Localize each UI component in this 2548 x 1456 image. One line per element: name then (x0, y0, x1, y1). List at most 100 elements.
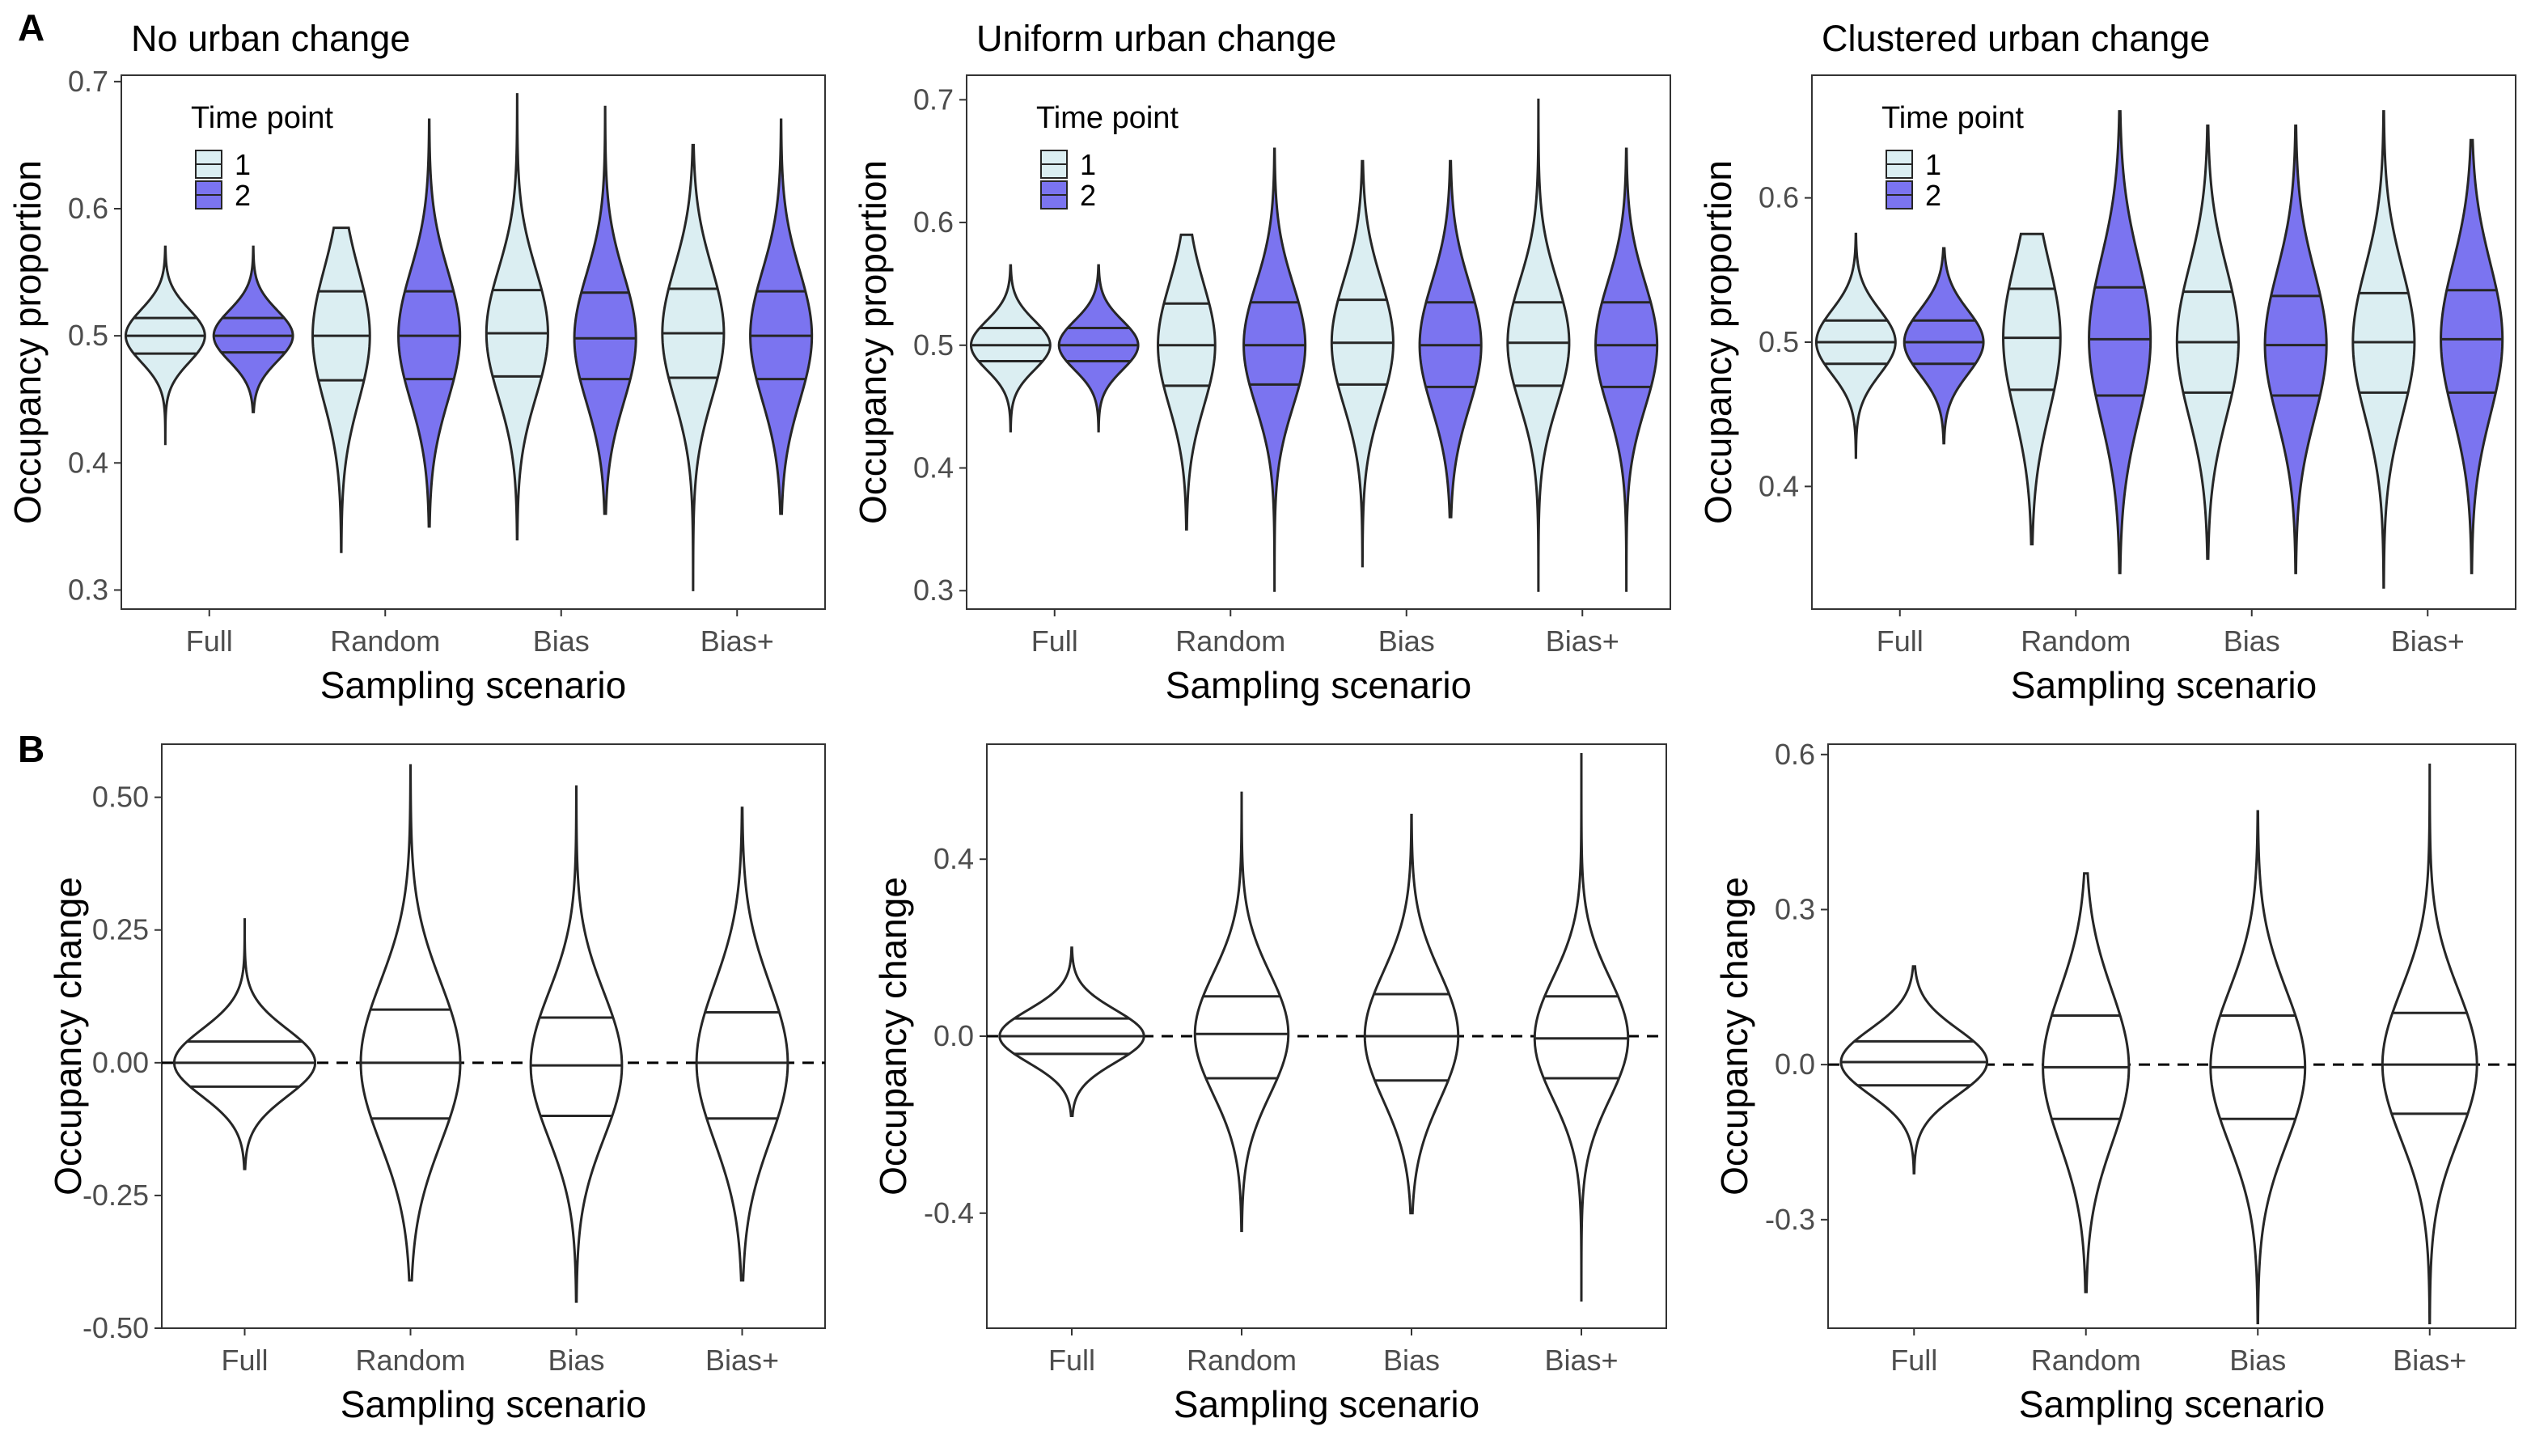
violin-full-time-1 (1814, 232, 1897, 459)
y-axis-title: Occupancy change (1713, 877, 1755, 1196)
x-tick-label: Bias+ (705, 1344, 779, 1377)
plot-border (161, 743, 826, 1329)
violin-full-time-1 (969, 264, 1052, 433)
y-tick-label: 0.6 (1759, 181, 1799, 214)
x-tick-label: Bias+ (2393, 1344, 2466, 1377)
y-axis-title: Occupancy proportion (852, 160, 894, 524)
legend-title: Time point (1881, 101, 2024, 135)
legend: Time point 12 (1036, 101, 1179, 212)
y-tick-label: 0.4 (933, 842, 974, 875)
x-tick-label: Random (355, 1344, 465, 1377)
y-tick-label: 0.5 (913, 328, 954, 362)
y-axis-title: Occupancy proportion (6, 160, 49, 524)
y-tick-label: 0.25 (92, 913, 149, 946)
violin-full-time-2 (212, 245, 294, 413)
x-axis-title: Sampling scenario (2011, 664, 2317, 706)
y-tick-label: 0.50 (92, 781, 149, 814)
violin-random (359, 764, 462, 1282)
x-tick-label: Bias (1383, 1344, 1440, 1377)
x-axis-title: Sampling scenario (320, 664, 626, 706)
x-tick-label: Full (1048, 1344, 1095, 1377)
y-tick-label: 0.4 (68, 446, 108, 479)
x-axis-title: Sampling scenario (1166, 664, 1471, 706)
x-tick-label: Bias (1378, 624, 1435, 658)
violin-random (2042, 872, 2131, 1293)
legend-label: 1 (235, 148, 251, 181)
chart-panel-1: No urban change 0.3 0.4 0.5 0.6 0.7 Full Random… (6, 18, 826, 706)
y-tick-label: -0.4 (924, 1196, 974, 1230)
y-tick-label: -0.50 (83, 1311, 149, 1344)
violin-random-time-1 (1157, 233, 1217, 531)
x-tick-label: Bias (2224, 624, 2280, 658)
legend-title: Time point (1036, 101, 1179, 135)
y-tick-label: 0.00 (92, 1046, 149, 1079)
y-tick-label: 0.5 (68, 319, 108, 352)
violin-random-time-2 (2088, 110, 2152, 574)
x-tick-label: Bias+ (2391, 624, 2465, 658)
x-tick-label: Bias (2229, 1344, 2286, 1377)
legend: Time point 12 (191, 101, 333, 212)
violin-random-time-2 (1242, 147, 1307, 592)
violin-full-time-2 (1903, 247, 1985, 445)
y-axis-title: Occupancy proportion (1697, 160, 1739, 524)
violin-random-time-1 (311, 226, 371, 553)
y-tick-label: 0.3 (1775, 892, 1815, 925)
x-tick-label: Random (2031, 1344, 2141, 1377)
x-tick-label: Bias+ (700, 624, 774, 658)
violin-bias-plus-time-2 (1594, 147, 1659, 592)
legend-title: Time point (191, 101, 333, 135)
violin-bias-plus-time-2 (2440, 138, 2504, 574)
legend-label: 2 (1925, 179, 1941, 212)
plot-border (966, 74, 1671, 610)
violin-random (1193, 791, 1290, 1233)
y-tick-label: -0.25 (83, 1179, 149, 1212)
x-tick-label: Random (330, 624, 440, 658)
x-tick-label: Bias+ (1544, 1344, 1618, 1377)
panel-letter-a: A (18, 6, 44, 49)
violin-bias-time-2 (1418, 159, 1483, 518)
plot-border (1827, 743, 2516, 1329)
y-axis-title: Occupancy change (872, 877, 914, 1196)
x-axis-title: Sampling scenario (1174, 1383, 1479, 1425)
violin-bias-plus-time-1 (2351, 110, 2416, 589)
x-tick-label: Random (2021, 624, 2131, 658)
violin-bias-plus (1533, 752, 1630, 1302)
chart-panels: No urban change 0.3 0.4 0.5 0.6 0.7 Full Random… (6, 18, 2516, 1425)
chart-title: Uniform urban change (976, 18, 1336, 59)
y-tick-label: 0.6 (913, 205, 954, 239)
y-axis-title: Occupancy change (47, 877, 89, 1196)
violin-bias-time-1 (485, 93, 549, 541)
x-tick-label: Full (186, 624, 233, 658)
chart-panel-6: -0.3 0.0 0.3 0.6 Full Random Bias Bias+ Sampling… (1713, 738, 2516, 1425)
y-tick-label: 0.3 (68, 573, 108, 606)
y-tick-label: 0.3 (913, 574, 954, 607)
x-tick-label: Bias (548, 1344, 604, 1377)
y-tick-label: -0.3 (1765, 1203, 1815, 1236)
violin-full (1839, 965, 1989, 1175)
violin-full (998, 946, 1145, 1117)
legend-label: 1 (1925, 148, 1941, 181)
y-tick-label: 0.5 (1759, 325, 1799, 358)
violin-bias-plus-time-1 (661, 143, 726, 591)
x-tick-label: Full (1877, 624, 1924, 658)
legend-label: 2 (1080, 179, 1096, 212)
violin-random-time-2 (397, 118, 462, 528)
y-tick-label: 0.0 (933, 1019, 974, 1052)
chart-panel-2: Uniform urban change 0.3 0.4 0.5 0.6 0.7 Full R… (852, 18, 1671, 706)
y-tick-label: 0.6 (68, 192, 108, 225)
plot-border (121, 74, 826, 610)
violin-bias-time-2 (2263, 124, 2328, 574)
x-axis-title: Sampling scenario (2019, 1383, 2325, 1425)
chart-title: Clustered urban change (1822, 18, 2210, 59)
chart-title: No urban change (131, 18, 410, 59)
violin-bias-plus (695, 806, 789, 1282)
chart-panel-4: -0.50 -0.25 0.00 0.25 0.50 Full Random Bias Bias… (47, 743, 826, 1425)
y-tick-label: 0.4 (913, 451, 954, 485)
violin-bias (1363, 814, 1460, 1215)
x-axis-title: Sampling scenario (341, 1383, 646, 1425)
y-tick-label: 0.0 (1775, 1048, 1815, 1081)
x-tick-label: Bias+ (1546, 624, 1619, 658)
violin-bias-time-1 (1330, 159, 1395, 568)
legend: Time point 12 (1881, 101, 2024, 212)
